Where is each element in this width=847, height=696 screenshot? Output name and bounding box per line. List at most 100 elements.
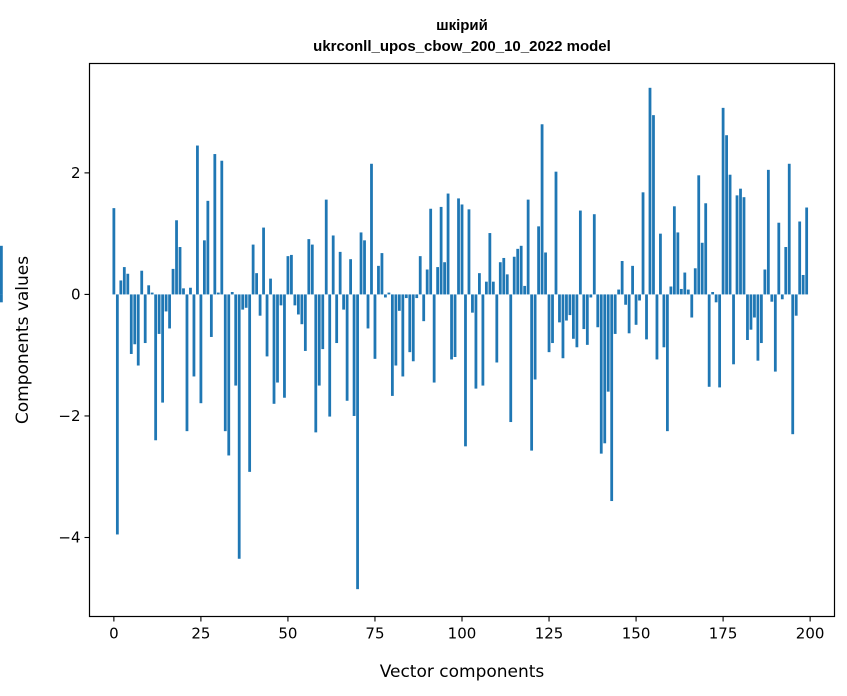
- bar: [526, 199, 530, 295]
- chart-subtitle: ukrconll_upos_cbow_200_10_2022 model: [313, 38, 611, 55]
- bar: [519, 245, 523, 295]
- bar: [491, 281, 495, 295]
- bar: [450, 294, 453, 360]
- bar: [502, 257, 506, 295]
- bar: [457, 198, 460, 295]
- bar: [126, 273, 130, 295]
- bar: [613, 294, 617, 334]
- bar: [429, 208, 433, 295]
- bar: [732, 294, 735, 365]
- bar: [659, 233, 662, 295]
- bar: [718, 294, 722, 388]
- bar: [728, 174, 732, 295]
- bar: [150, 292, 154, 295]
- bar: [251, 244, 255, 295]
- bar: [707, 294, 711, 387]
- bar: [791, 294, 795, 435]
- bar: [234, 294, 238, 386]
- bar: [544, 252, 547, 295]
- bar: [310, 244, 314, 295]
- y-axis-ticks: −4 −2 0 2: [58, 164, 90, 547]
- bar: [133, 294, 137, 345]
- bar: [777, 222, 781, 295]
- bar: [0, 294, 3, 303]
- bar: [770, 294, 774, 302]
- bar: [627, 294, 631, 334]
- bar: [666, 294, 669, 432]
- bar: [648, 87, 652, 295]
- bar: [714, 294, 718, 303]
- bar: [634, 294, 638, 325]
- bar: [645, 294, 648, 340]
- bar: [293, 294, 297, 306]
- bar: [283, 294, 286, 398]
- bar: [620, 261, 624, 295]
- bar: [575, 294, 579, 348]
- bar: [380, 253, 384, 295]
- x-axis-label: Vector components: [380, 662, 545, 682]
- bar: [171, 268, 175, 295]
- bar: [178, 247, 182, 295]
- bar: [401, 294, 405, 377]
- bar: [794, 294, 798, 316]
- bar: [415, 294, 419, 299]
- bar: [220, 160, 224, 295]
- bar: [756, 294, 760, 361]
- bar: [655, 294, 659, 360]
- bar: [523, 285, 527, 295]
- bar: [324, 199, 328, 295]
- bar: [296, 294, 300, 315]
- bar: [610, 294, 614, 502]
- bar: [286, 256, 290, 295]
- bar: [290, 254, 293, 295]
- bar: [143, 294, 147, 344]
- bar: [697, 175, 701, 295]
- x-tick-label: 50: [278, 625, 297, 643]
- plot-frame: [88, 62, 836, 618]
- bar: [540, 124, 544, 295]
- y-axis-label: Components values: [13, 256, 33, 424]
- bar: [230, 291, 234, 295]
- bar: [338, 251, 342, 295]
- bar: [617, 289, 621, 295]
- bar: [373, 294, 377, 359]
- bar: [425, 269, 429, 295]
- bar: [721, 107, 725, 295]
- bar: [735, 195, 739, 295]
- bar: [356, 294, 359, 590]
- bar: [711, 291, 715, 295]
- bar: [565, 294, 568, 321]
- bar: [467, 209, 471, 295]
- bar: [199, 294, 203, 404]
- bar: [749, 294, 753, 330]
- x-tick-label: 0: [109, 625, 119, 643]
- bar: [801, 274, 805, 295]
- bar: [206, 200, 210, 295]
- bar: [349, 259, 352, 295]
- bar: [129, 294, 133, 354]
- bar: [638, 294, 641, 301]
- bar: [693, 268, 697, 295]
- bar: [484, 281, 488, 295]
- x-tick-label: 25: [191, 625, 210, 643]
- bar: [679, 288, 683, 295]
- bar: [568, 294, 572, 316]
- bar: [725, 135, 728, 295]
- bar-series: [0, 87, 809, 590]
- bar: [481, 294, 485, 386]
- bar: [140, 270, 144, 295]
- bar: [446, 193, 450, 295]
- bar: [209, 294, 213, 337]
- bar: [516, 248, 520, 295]
- bar: [397, 294, 401, 311]
- bar: [182, 288, 185, 295]
- bar: [185, 294, 189, 432]
- bar: [227, 294, 231, 456]
- bar: [255, 273, 258, 295]
- bar: [533, 294, 537, 380]
- bar: [551, 294, 554, 344]
- bar: [606, 294, 610, 392]
- bar: [554, 171, 558, 295]
- bar: [572, 294, 575, 339]
- bar: [582, 294, 586, 330]
